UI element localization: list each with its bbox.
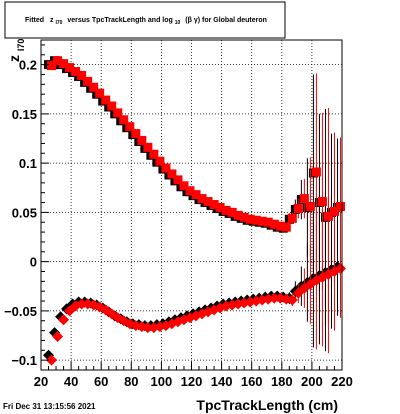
mean-point — [59, 59, 69, 69]
x-tick-label: 220 — [331, 374, 353, 389]
mean-point — [89, 82, 99, 92]
y-axis-title-sub: I70 — [16, 39, 26, 52]
mean-point — [149, 149, 159, 159]
mean-point — [335, 201, 345, 211]
x-tick-label: 100 — [151, 374, 173, 389]
mean-point — [185, 186, 195, 196]
title-suffix: (β γ) for Global deuteron — [185, 17, 267, 24]
title-prefix: Fitted — [25, 17, 44, 24]
mean-point — [143, 142, 153, 152]
mean-point — [317, 197, 327, 207]
y-tick-label: −0.1 — [11, 353, 37, 368]
mean-point — [299, 194, 309, 204]
mean-point — [191, 190, 201, 200]
mean-point — [203, 197, 213, 207]
mean-point — [329, 206, 339, 216]
mean-point — [287, 213, 297, 223]
y-tick-label: 0 — [30, 255, 37, 270]
mean-point — [227, 207, 237, 217]
x-tick-label: 80 — [124, 374, 138, 389]
mean-point — [53, 56, 63, 66]
x-tick-label: 200 — [301, 374, 323, 389]
data-points — [43, 56, 346, 366]
mean-point — [77, 70, 87, 80]
x-tick-label: 180 — [271, 374, 293, 389]
mean-point — [101, 95, 111, 105]
title-z: z — [50, 17, 54, 24]
title-box: Fitted z I70 versus TpcTrackLength and l… — [4, 1, 286, 39]
sigma-point — [118, 315, 130, 327]
mean-point — [269, 219, 279, 229]
sigma-point — [286, 294, 298, 306]
y-tick-label: 0.1 — [19, 156, 37, 171]
sigma-point — [142, 322, 154, 334]
date-stamp: Fri Dec 31 13:15:56 2021 — [3, 402, 96, 411]
mean-point — [293, 203, 303, 213]
sigma-point — [76, 298, 88, 310]
mean-point — [179, 181, 189, 191]
mean-point — [245, 214, 255, 224]
mean-point — [113, 108, 123, 118]
x-axis-title: TpcTrackLength (cm) — [196, 397, 338, 413]
sigma-point — [334, 263, 346, 275]
mean-point — [233, 210, 243, 220]
x-tick-label: 160 — [241, 374, 263, 389]
y-axis-title: z I70 — [6, 39, 26, 62]
mean-point — [95, 88, 105, 98]
mean-point — [215, 202, 225, 212]
mean-point — [155, 156, 165, 166]
x-tick-label: 20 — [34, 374, 48, 389]
mean-point — [281, 222, 291, 232]
y-tick-label: 0.05 — [12, 205, 37, 220]
mean-point — [263, 217, 273, 227]
mean-point — [65, 63, 75, 73]
x-tick-label: 140 — [211, 374, 233, 389]
sigma-point — [58, 314, 70, 326]
mean-point — [239, 212, 249, 222]
x-tick-label: 60 — [94, 374, 108, 389]
mean-point — [311, 167, 321, 177]
mean-point — [125, 122, 135, 132]
mean-point — [167, 169, 177, 179]
series-2 — [46, 56, 346, 366]
mean-point — [131, 129, 141, 139]
mean-point — [251, 215, 261, 225]
mean-point — [47, 61, 57, 71]
y-tick-label: 0.15 — [12, 107, 37, 122]
sigma-point — [46, 354, 58, 366]
mean-point — [119, 115, 129, 125]
y-axis: −0.1 −0.05 0 0.05 0.1 0.15 0.2 — [4, 44, 49, 371]
sigma-point — [52, 331, 64, 343]
mean-point — [197, 194, 207, 204]
mean-point — [275, 221, 285, 231]
title-middle: versus TpcTrackLength and log — [67, 17, 172, 24]
y-tick-label: 0.2 — [19, 58, 37, 73]
x-tick-label: 120 — [181, 374, 203, 389]
mean-point — [137, 135, 147, 145]
mean-point — [221, 205, 231, 215]
y-tick-label: −0.05 — [4, 304, 37, 319]
mean-point — [107, 101, 117, 111]
x-tick-label: 40 — [64, 374, 78, 389]
mean-point — [305, 201, 315, 211]
sigma-point — [268, 292, 280, 304]
title-log-sub: 10 — [175, 20, 181, 26]
svg-text:Fitted z I70: Fitted z I70 versus TpcTrackLength and l… — [25, 17, 267, 26]
mean-point — [83, 76, 93, 86]
svg-text:z I70: z I70 — [6, 39, 26, 62]
x-axis: 20 40 60 80 100 120 140 160 180 200 220 — [34, 362, 353, 389]
mean-point — [209, 200, 219, 210]
mean-point — [173, 175, 183, 185]
y-axis-title-main: z — [6, 55, 22, 62]
title-z-sub: I70 — [55, 20, 62, 26]
mean-point — [71, 67, 81, 77]
mean-point — [161, 163, 171, 173]
mean-point — [257, 216, 267, 226]
